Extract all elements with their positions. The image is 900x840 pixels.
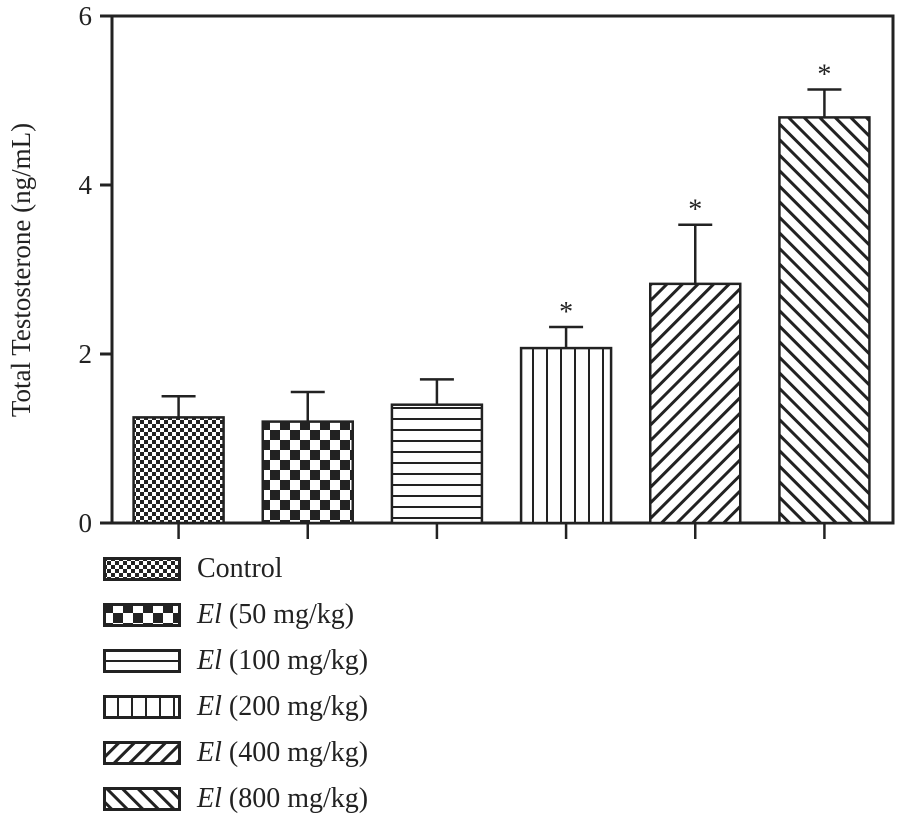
legend-swatch	[103, 557, 181, 581]
bar-2	[390, 403, 484, 525]
y-tick-label-0: 0	[79, 508, 93, 538]
bar-5	[778, 116, 871, 525]
legend-swatch	[103, 649, 181, 673]
legend-swatch	[103, 741, 181, 765]
legend-item: El (800 mg/kg)	[103, 776, 523, 822]
legend-label-text: (400 mg/kg)	[221, 737, 369, 768]
legend-swatch	[103, 695, 181, 719]
legend-item: El (50 mg/kg)	[103, 592, 523, 638]
y-tick-label-1: 2	[79, 339, 93, 369]
legend-item: El (400 mg/kg)	[103, 730, 523, 776]
bar-3	[519, 346, 613, 525]
y-tick-label-2: 4	[79, 170, 93, 200]
legend-item: El (200 mg/kg)	[103, 684, 523, 730]
legend-label-italic: El	[197, 645, 222, 676]
legend-label: El (400 mg/kg)	[197, 737, 368, 769]
legend-item: El (100 mg/kg)	[103, 638, 523, 684]
y-axis-label: Total Testosterone (ng/mL)	[6, 123, 36, 417]
legend-label-italic: El	[197, 783, 222, 814]
legend-label-text: (200 mg/kg)	[221, 691, 369, 722]
legend-label-text: (800 mg/kg)	[221, 783, 369, 814]
bar-1	[261, 420, 354, 525]
bar-4	[649, 282, 742, 525]
legend-swatch	[103, 787, 181, 811]
plot-frame	[110, 14, 895, 525]
legend-label: Control	[197, 553, 283, 585]
y-tick-label-3: 6	[79, 1, 93, 31]
legend-label: El (50 mg/kg)	[197, 599, 354, 631]
significance-mark-4: *	[688, 195, 702, 226]
legend: Control El (50 mg/kg) El (100 mg/kg) El (20…	[103, 546, 523, 822]
legend-label: El (100 mg/kg)	[197, 645, 368, 677]
legend-label: El (200 mg/kg)	[197, 691, 368, 723]
significance-mark-5: *	[817, 60, 831, 91]
legend-swatch	[103, 603, 181, 627]
legend-label-text: (50 mg/kg)	[221, 599, 355, 630]
bar-0	[132, 416, 225, 525]
significance-mark-3: *	[559, 297, 573, 328]
legend-label-italic: El	[197, 691, 222, 722]
legend-label-text: (100 mg/kg)	[221, 645, 369, 676]
legend-label: El (800 mg/kg)	[197, 783, 368, 815]
legend-label-italic: El	[197, 599, 222, 630]
legend-label-text: Control	[197, 553, 283, 584]
legend-label-italic: El	[197, 737, 222, 768]
legend-item: Control	[103, 546, 523, 592]
plot-area: 0 2 4 6 * * *	[79, 1, 895, 539]
